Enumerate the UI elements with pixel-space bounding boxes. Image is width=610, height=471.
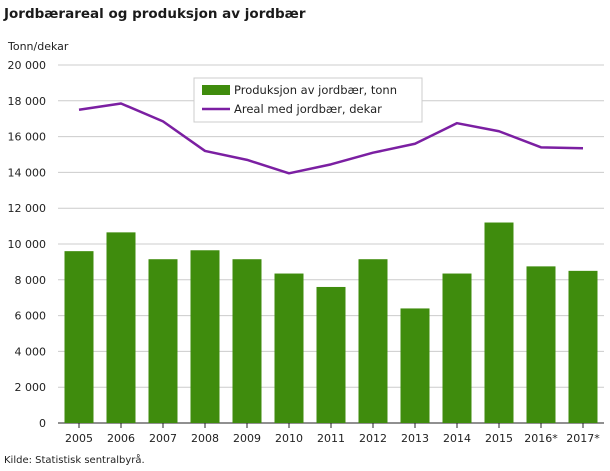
legend-swatch-bar [202, 85, 230, 95]
x-tick-label: 2011 [317, 432, 345, 445]
x-tick-label: 2015 [485, 432, 513, 445]
x-tick-labels: 2005 2006 2007 2008 2009 2010 2011 2012 2013 2014… [65, 423, 600, 445]
source-note: Kilde: Statistisk sentralbyrå. [4, 455, 145, 466]
y-tick-label: 18 000 [8, 95, 47, 108]
x-tick-label: 2010 [275, 432, 303, 445]
y-tick-label: 2 000 [15, 381, 47, 394]
x-tick-label: 2016* [524, 432, 558, 445]
legend-label-area: Areal med jordbær, dekar [234, 102, 382, 116]
bars [64, 222, 598, 423]
y-tick-label: 10 000 [8, 238, 47, 251]
bar [232, 259, 262, 423]
bar [442, 273, 472, 423]
bar [106, 232, 136, 423]
x-tick-label: 2014 [443, 432, 471, 445]
y-tick-label: 0 [39, 417, 46, 430]
y-tick-labels: 0 2 000 4 000 6 000 8 000 10 000 12 000 14 000 1… [8, 59, 47, 430]
y-tick-label: 20 000 [8, 59, 47, 72]
y-tick-label: 12 000 [8, 202, 47, 215]
x-tick-label: 2006 [107, 432, 135, 445]
bar [274, 273, 304, 423]
bar [190, 250, 220, 423]
y-tick-label: 4 000 [15, 345, 47, 358]
bar [358, 259, 388, 423]
x-tick-label: 2007 [149, 432, 177, 445]
x-tick-label: 2009 [233, 432, 261, 445]
bar [148, 259, 178, 423]
y-tick-label: 8 000 [15, 274, 47, 287]
y-tick-label: 16 000 [8, 131, 47, 144]
bar [568, 270, 598, 423]
legend-box [193, 77, 423, 123]
x-tick-label: 2012 [359, 432, 387, 445]
bar [400, 308, 430, 423]
bar [64, 251, 94, 423]
area-line [78, 102, 584, 175]
y-tick-label: 14 000 [8, 166, 47, 179]
x-tick-label: 2008 [191, 432, 219, 445]
bar [484, 222, 514, 423]
y-axis-unit-label: Tonn/dekar [8, 40, 69, 53]
legend-label-production: Produksjon av jordbær, tonn [234, 83, 397, 97]
y-tick-label: 6 000 [15, 310, 47, 323]
bar [316, 286, 346, 423]
x-tick-label: 2005 [65, 432, 93, 445]
bar [526, 266, 556, 423]
x-tick-label: 2013 [401, 432, 429, 445]
chart-title: Jordbærareal og produksjon av jordbær [4, 6, 306, 22]
line-series [78, 102, 584, 175]
x-tick-label: 2017* [566, 432, 600, 445]
legend: Produksjon av jordbær, tonn Areal med jor… [193, 77, 423, 123]
